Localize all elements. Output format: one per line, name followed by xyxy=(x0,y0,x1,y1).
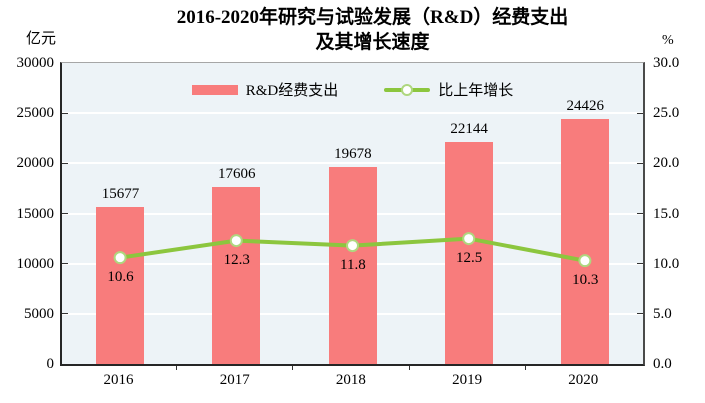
right-axis-tick-label: 0.0 xyxy=(653,356,672,372)
left-axis-tick-label: 20000 xyxy=(16,155,55,172)
line-marker-swatch-icon xyxy=(384,83,431,97)
right-axis-tick-label: 20.0 xyxy=(653,155,680,172)
x-axis-tick xyxy=(408,366,410,370)
left-axis-tick xyxy=(62,112,68,114)
right-axis-tick-label: 10.0 xyxy=(653,255,680,272)
bar xyxy=(560,118,609,364)
chart-title-line2: 及其增长速度 xyxy=(315,32,430,53)
growth-value-label: 12.3 xyxy=(223,251,250,268)
line-marker xyxy=(346,239,359,253)
left-axis-tick-label: 15000 xyxy=(16,205,55,222)
bar xyxy=(444,141,493,364)
x-axis-category-label: 2016 xyxy=(103,372,134,388)
left-axis-tick xyxy=(62,162,68,164)
bar-value-label: 15677 xyxy=(101,185,140,202)
x-axis-category-label: 2017 xyxy=(219,372,250,388)
growth-value-label: 10.6 xyxy=(107,268,134,285)
right-axis-unit-label: % xyxy=(662,33,674,48)
chart-title-line1: 2016-2020年研究与试验发展（R&D）经费支出 xyxy=(176,7,569,28)
bar xyxy=(328,166,377,364)
left-axis-tick xyxy=(62,313,68,315)
bar-swatch-icon xyxy=(191,84,238,95)
bar xyxy=(96,206,145,364)
x-axis-tick xyxy=(292,366,294,370)
bar xyxy=(212,187,261,364)
growth-value-label: 12.5 xyxy=(455,249,483,266)
chart-title: 2016-2020年研究与试验发展（R&D）经费支出 及其增长速度 xyxy=(50,5,695,55)
right-axis-tick xyxy=(637,213,643,214)
left-axis-tick xyxy=(62,213,68,214)
x-axis-tick xyxy=(176,366,178,370)
gridline xyxy=(62,162,643,165)
right-axis-tick-label: 25.0 xyxy=(653,105,680,122)
bar-value-label: 19678 xyxy=(334,145,372,162)
left-axis-tick xyxy=(62,263,68,265)
right-axis-tick-label: 15.0 xyxy=(653,205,680,222)
bar-value-label: 22144 xyxy=(450,120,488,137)
legend-bar-label: R&D经费支出 xyxy=(245,83,339,99)
x-axis-category-label: 2019 xyxy=(452,372,483,388)
left-axis-unit-label: 亿元 xyxy=(26,31,57,47)
legend-item-line: 比上年增长 xyxy=(384,79,513,100)
left-axis-tick-label: 10000 xyxy=(16,255,55,272)
line-marker xyxy=(578,254,592,268)
x-axis-category-label: 2018 xyxy=(335,372,366,388)
left-axis-tick-label: 25000 xyxy=(16,105,55,122)
legend-line-label: 比上年增长 xyxy=(438,83,514,99)
right-axis-tick-label: 5.0 xyxy=(653,305,672,322)
right-axis-tick xyxy=(637,313,643,315)
line-marker xyxy=(462,232,476,246)
x-axis-category-label: 2020 xyxy=(568,372,599,388)
right-axis-tick xyxy=(637,162,643,164)
right-axis-tick xyxy=(637,112,643,114)
right-axis-tick-label: 30.0 xyxy=(653,55,680,71)
bar-value-label: 17606 xyxy=(217,166,256,183)
bar-value-label: 24426 xyxy=(566,97,605,114)
x-axis-tick xyxy=(524,366,526,370)
growth-value-label: 11.8 xyxy=(340,256,366,273)
legend-item-bar: R&D经费支出 xyxy=(191,79,339,100)
left-axis-tick-label: 0 xyxy=(46,356,55,372)
plot-area: 15677 17606 19678 22144 24426 10.6 12.3 11.8 12.… xyxy=(60,62,645,366)
left-axis-tick-label: 30000 xyxy=(16,55,55,71)
line-marker xyxy=(229,234,243,248)
growth-line-series xyxy=(113,232,592,268)
legend: R&D经费支出 比上年增长 xyxy=(62,79,643,100)
growth-value-label: 10.3 xyxy=(572,271,599,288)
right-axis-tick xyxy=(637,263,643,265)
gridline xyxy=(62,112,643,115)
left-axis-tick-label: 5000 xyxy=(24,305,54,322)
line-marker xyxy=(113,251,127,265)
